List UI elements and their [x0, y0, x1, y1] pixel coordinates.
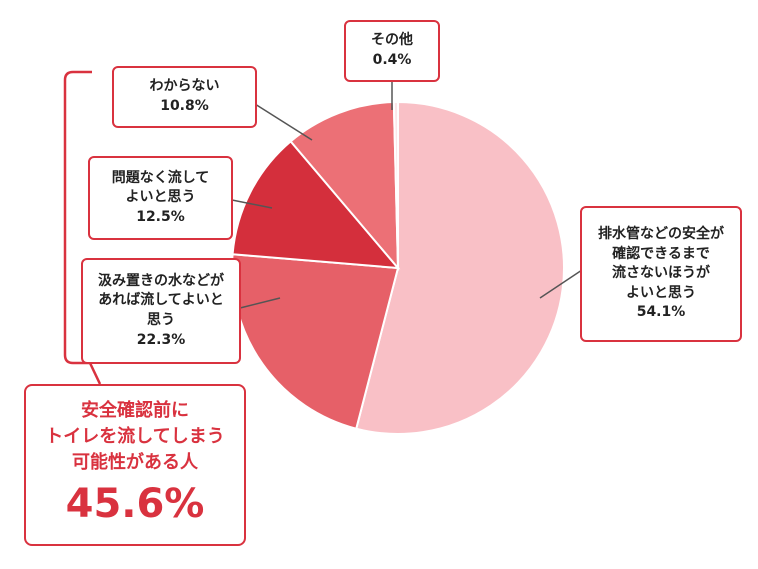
- callout-anzen-line-1: 排水管などの安全が: [598, 226, 724, 243]
- callout-wakaranai: わからない 10.8%: [112, 66, 257, 128]
- summary-line-1: 安全確認前に: [81, 400, 189, 421]
- callout-mondai-line-1: 問題なく流して: [111, 169, 210, 186]
- callout-leaders: [231, 82, 583, 309]
- pie-slice-3: [289, 101, 400, 271]
- callout-mondai-percent: 12.5%: [136, 208, 185, 225]
- callout-kumioki-line-2: あれば流してよいと: [98, 292, 224, 309]
- leader-wakaranai: [254, 103, 313, 141]
- callout-anzen-line-3: 流さないほうが: [612, 265, 710, 282]
- callout-wakaranai-line-1: わからない: [149, 78, 220, 95]
- leader-kumioki: [239, 297, 281, 309]
- summary-box: 安全確認前に トイレを流してしまう 可能性がある人 45.6%: [24, 384, 246, 546]
- callout-kumioki-percent: 22.3%: [136, 331, 186, 348]
- callout-kumioki-line-3: 思う: [147, 312, 175, 328]
- callout-anzen-line-2: 確認できるまで: [612, 245, 710, 262]
- callout-mondai: 問題なく流して よいと思う 12.5%: [88, 156, 233, 240]
- pie-slices: [231, 100, 565, 435]
- callout-wakaranai-percent: 10.8%: [160, 98, 209, 114]
- leader-mondai: [231, 199, 273, 209]
- summary-percent: 45.6%: [65, 481, 205, 527]
- callout-mondai-line-2: よいと思う: [125, 189, 196, 206]
- callout-anzen-line-4: よいと思う: [626, 284, 696, 301]
- leader-anzen: [539, 269, 583, 299]
- pie-slice-0: [355, 100, 565, 435]
- pie-slice-2: [231, 139, 401, 270]
- callout-sonota-line-1: その他: [371, 32, 413, 49]
- summary-line-3: 可能性がある人: [72, 452, 198, 473]
- callout-anzen-percent: 54.1%: [636, 304, 686, 321]
- callout-anzen: 排水管などの安全が 確認できるまで 流さないほうが よいと思う 54.1%: [580, 206, 742, 342]
- summary-line-2: トイレを流してしまう: [45, 426, 225, 447]
- callout-sonota-percent: 0.4%: [372, 52, 412, 68]
- pie-slice-4: [392, 100, 399, 269]
- summary-bracket: [63, 70, 102, 385]
- callout-sonota: その他 0.4%: [344, 20, 440, 82]
- callout-kumioki-line-1: 汲み置きの水などが: [98, 272, 224, 289]
- callout-kumioki: 汲み置きの水などが あれば流してよいと 思う 22.3%: [81, 258, 241, 364]
